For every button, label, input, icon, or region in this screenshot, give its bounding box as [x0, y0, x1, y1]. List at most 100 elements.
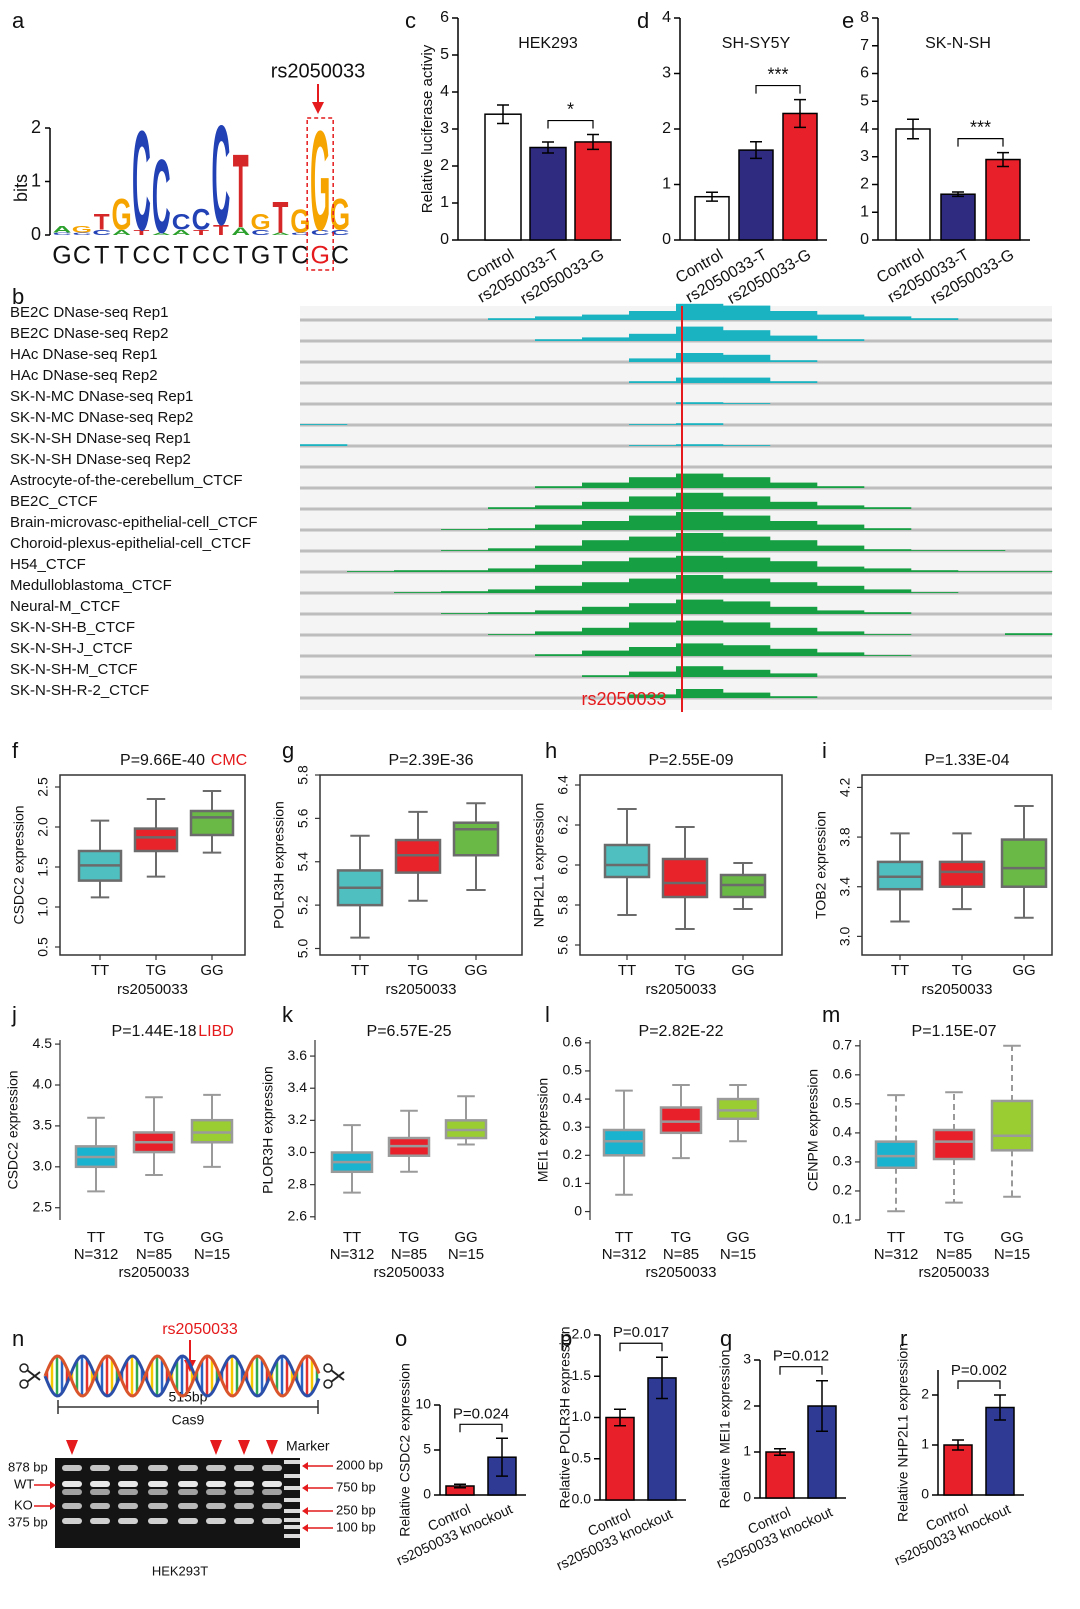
signal-bin — [535, 545, 583, 551]
scissors-handle — [323, 1363, 333, 1373]
scissors-handle — [19, 1379, 29, 1389]
scissors-handle — [19, 1363, 29, 1373]
y-tick-label: 0 — [860, 231, 869, 248]
y-tick-label: 1 — [860, 203, 869, 220]
signal-bin — [676, 512, 724, 530]
x-axis-label: rs2050033 — [386, 981, 457, 998]
y-tick-label: 3.0 — [837, 926, 853, 946]
signal-bin — [535, 564, 583, 572]
plot-frame — [59, 774, 246, 956]
bar — [765, 1451, 795, 1499]
gel-band — [206, 1503, 226, 1509]
x-tick-label: GG — [200, 962, 223, 979]
signal-bin — [582, 675, 630, 677]
box — [452, 821, 500, 857]
y-tick-label: 2 — [440, 157, 449, 174]
y-tick-label: 0 — [574, 1202, 582, 1218]
label-arrowhead — [50, 1481, 56, 1489]
gel-band — [118, 1518, 138, 1524]
signal-bin — [676, 575, 724, 593]
box — [133, 827, 179, 853]
plot-frame — [861, 774, 1053, 956]
logo-letter: T — [213, 222, 229, 238]
helix-strand — [43, 1354, 321, 1398]
y-tick-label: 0 — [662, 231, 671, 248]
signal-bin — [864, 589, 912, 593]
signal-bin — [1005, 571, 1053, 572]
enzyme-label: Cas9 — [172, 1412, 205, 1428]
cell-label: HEK293T — [152, 1563, 208, 1578]
logo-letter: T — [273, 192, 289, 242]
bar — [895, 128, 931, 241]
signal-bin — [723, 496, 771, 509]
gel-band — [262, 1518, 282, 1524]
gel-band — [90, 1481, 110, 1487]
signal-bin — [629, 647, 677, 656]
signal-bin — [676, 423, 724, 425]
error-bar — [816, 1379, 828, 1433]
signal-bin — [723, 578, 771, 593]
logo-letter: C — [331, 229, 350, 237]
marker-band — [284, 1460, 300, 1464]
source-label: LIBD — [198, 1023, 234, 1040]
track-label: BE2C_CTCF — [10, 493, 98, 510]
track-label: Medulloblastoma_CTCF — [10, 577, 172, 594]
y-axis-label: Relative POLR3H expression — [557, 1326, 573, 1508]
x-tick-label: TT — [891, 962, 909, 979]
signal-bin — [300, 424, 348, 425]
logo-letter: G — [330, 189, 350, 239]
y-axis-label: bits — [11, 174, 31, 202]
signal-bin — [582, 314, 630, 320]
sequence-letter: T — [273, 242, 288, 270]
track-label: Astrocyte-of-the-cerebellum_CTCF — [10, 472, 243, 489]
y-tick-label: 0.5 — [572, 1449, 592, 1465]
box — [603, 843, 651, 879]
sequence-letter: C — [152, 242, 170, 270]
logo-letter: T — [233, 134, 249, 251]
signal-bin — [817, 631, 865, 635]
logo-letter: C — [72, 232, 91, 236]
x-tick-label: GG — [200, 1229, 223, 1246]
signal-bin — [629, 603, 677, 614]
signal-bin — [582, 606, 630, 614]
x-tick-label: TT — [351, 962, 369, 979]
scissors-handle — [323, 1379, 333, 1389]
snp-label: rs2050033 — [271, 60, 366, 82]
x-tick-label: TG — [671, 1229, 692, 1246]
y-tick-label: 0.2 — [563, 1146, 583, 1162]
signal-bin — [723, 692, 771, 698]
signal-bin — [770, 381, 818, 383]
gel-band — [234, 1503, 254, 1509]
signal-bin — [488, 634, 536, 635]
box — [659, 1106, 703, 1135]
marker-size-label: 750 bp — [336, 1479, 376, 1494]
gel-band — [62, 1481, 82, 1487]
signal-bin — [770, 673, 818, 677]
error-bar — [497, 104, 509, 125]
source-label: CMC — [211, 752, 247, 769]
y-tick-label: 4 — [440, 83, 449, 100]
bar — [574, 141, 612, 241]
y-tick-label: 3 — [860, 148, 869, 165]
gel-band — [62, 1489, 82, 1495]
gel-band — [262, 1489, 282, 1495]
signal-bin — [629, 515, 677, 530]
panel-label: j — [11, 1002, 17, 1027]
signal-bin — [676, 666, 724, 677]
signal-bin — [864, 568, 912, 572]
panel-label: h — [545, 738, 557, 763]
y-tick-label: 6.4 — [555, 775, 571, 795]
signal-bin — [723, 557, 771, 572]
y-tick-label: 10 — [415, 1396, 431, 1412]
significance-label: * — [567, 99, 574, 119]
signal-bin — [488, 548, 536, 551]
x-tick-label: TT — [87, 1229, 105, 1246]
signal-bin — [535, 339, 583, 341]
signal-bin — [723, 477, 771, 488]
gel-band — [206, 1481, 226, 1487]
gel-left-label: KO — [14, 1497, 33, 1512]
track-label: BE2C DNase-seq Rep2 — [10, 325, 168, 342]
gel-band — [148, 1503, 168, 1509]
error-bar — [994, 1394, 1006, 1421]
signal-bin — [582, 521, 630, 530]
